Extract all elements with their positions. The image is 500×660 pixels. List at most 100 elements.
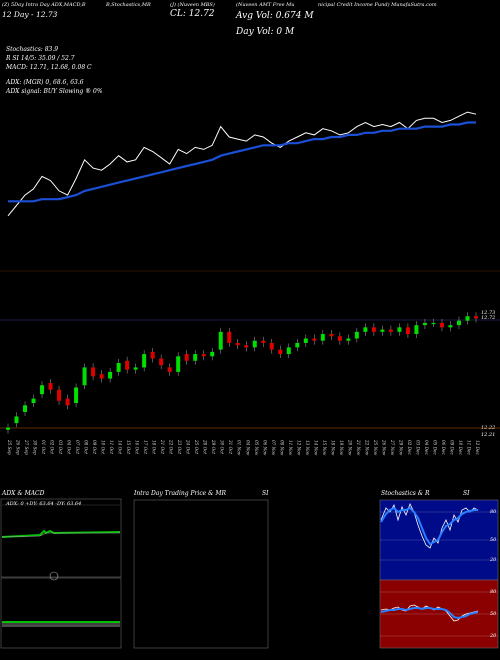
intraday-panel [133, 499, 269, 649]
date-tick-label: 28 Oct [203, 439, 208, 454]
candle [380, 329, 385, 332]
candle [252, 340, 257, 348]
candle [312, 338, 317, 341]
date-tick-label: 10 Dec [458, 440, 463, 455]
candle [167, 367, 172, 372]
candle [261, 340, 266, 343]
date-tick-label: 17 Oct [143, 440, 148, 454]
candle [48, 383, 53, 390]
stoch-panel [379, 499, 499, 581]
rsi-line [380, 604, 479, 622]
series-line-close [7, 111, 477, 217]
candle [235, 342, 240, 346]
rsi-signal-line [380, 607, 479, 620]
price-bottom-label2: 12.21 [481, 432, 496, 438]
stoch-tick-80: 80 [490, 509, 497, 515]
rsi-tick-80: 80 [490, 589, 497, 595]
macd-marker-icon [49, 571, 59, 581]
date-tick-label: 27 Sep [24, 439, 29, 455]
date-tick-label: 08 Oct [84, 440, 89, 454]
header-day-vol: Day Vol: 0 M [236, 27, 295, 37]
date-tick-label: 06 Nov [262, 440, 267, 456]
candle [57, 389, 62, 401]
candle [244, 345, 249, 348]
date-tick-label: 01 Oct [41, 440, 46, 454]
date-tick-label: 02 Oct [50, 440, 55, 454]
candle [210, 351, 215, 357]
stoch-k-line [380, 502, 479, 549]
date-tick-label: 31 Oct [228, 440, 233, 454]
date-tick-label: 10 Oct [101, 440, 106, 454]
candle [91, 367, 96, 377]
candle [108, 371, 113, 379]
date-tick-label: 21 Oct [160, 439, 165, 454]
date-tick-label: 21 Nov [356, 439, 361, 456]
candle [439, 322, 444, 328]
date-tick-label: 16 Oct [135, 440, 140, 454]
date-tick-label: 26 Nov [381, 439, 386, 456]
date-tick-label: 04 Dec [424, 440, 429, 455]
header-left-line1: (Z) 5Day Intra Day ADX,MACD,B [2, 2, 86, 8]
candle [388, 329, 393, 332]
candle [23, 405, 28, 412]
date-tick-label: 03 Dec [415, 440, 420, 455]
main-price-chart: 25 Sep 26 Sep 27 Sep 30 Sep 01 Oct 02 Oct 03 O… [0, 111, 500, 456]
candle [74, 387, 79, 404]
adx-signal-readout: ADX signal: BUY Slowing ® 0% [6, 88, 103, 95]
candle [337, 336, 342, 341]
date-tick-label: 26 Sep [16, 439, 21, 455]
candle [201, 354, 206, 357]
candle-layer [6, 312, 478, 434]
candle [31, 398, 36, 404]
header-avg-vol: Avg Vol: 0.674 M [236, 11, 314, 21]
candle [6, 427, 10, 430]
date-tick-label: 12 Dec [475, 440, 480, 455]
stoch-si-label: SI [463, 490, 470, 497]
date-tick-label: 04 Nov [245, 440, 250, 456]
candle [40, 385, 45, 395]
adx-readout: ADX: (MGR) 0, 68.6, 63.6 [6, 79, 84, 86]
date-axis: 25 Sep 26 Sep 27 Sep 30 Sep 01 Oct 02 Oct 03 O… [7, 439, 480, 456]
intraday-panel-title: Intra Day Trading Price & MR [134, 490, 227, 497]
adx-plus-line [1, 529, 121, 538]
date-tick-label: 09 Oct [92, 440, 97, 454]
date-tick-label: 18 Oct [152, 440, 157, 454]
candle [431, 322, 436, 325]
date-tick-label: 25 Sep [7, 439, 12, 455]
rsi-tick-20: 20 [490, 633, 497, 639]
candle [159, 358, 164, 366]
date-tick-label: 27 Nov [390, 439, 395, 456]
header-mid-line1: B,Stochastics,MR [106, 2, 151, 8]
macd-readout: MACD: 12.71, 12.68, 0.08 C [6, 64, 92, 71]
candle [286, 347, 291, 355]
date-tick-label: 25 Nov [373, 439, 378, 456]
stoch-tick-20: 20 [490, 557, 497, 563]
date-tick-label: 02 Dec [407, 440, 412, 455]
header-right-line1: (Nuveen AMT Free Mu [236, 2, 295, 8]
candle [193, 354, 198, 361]
candle [184, 354, 189, 361]
date-tick-label: 07 Nov [271, 440, 276, 456]
date-tick-label: 15 Oct [126, 440, 131, 454]
candle [142, 354, 147, 368]
date-tick-label: 12 Nov [296, 440, 301, 456]
rsi-tick-50: 50 [490, 611, 497, 617]
si-readout: R SI 14/5: 35.09 / 52.7 [6, 55, 75, 62]
adx-minus-line [1, 532, 120, 538]
date-tick-label: 30 Oct [220, 440, 225, 454]
date-tick-label: 18 Nov [330, 440, 335, 456]
header-cl-line1: (J) (Nuveen MBS) [170, 2, 215, 8]
candle [422, 322, 427, 326]
candle [125, 360, 130, 370]
date-tick-label: 13 Nov [305, 440, 310, 456]
date-tick-label: 06 Dec [441, 440, 446, 455]
date-tick-label: 25 Oct [194, 439, 199, 454]
candle [448, 325, 453, 328]
candle [456, 320, 461, 326]
date-tick-label: 11 Nov [288, 440, 293, 456]
date-tick-label: 14 Oct [118, 440, 123, 454]
candle [465, 316, 470, 321]
header-left-line2: 12 Day - 12.73 [2, 10, 58, 19]
macd-panel [0, 577, 122, 649]
candle [295, 342, 300, 348]
